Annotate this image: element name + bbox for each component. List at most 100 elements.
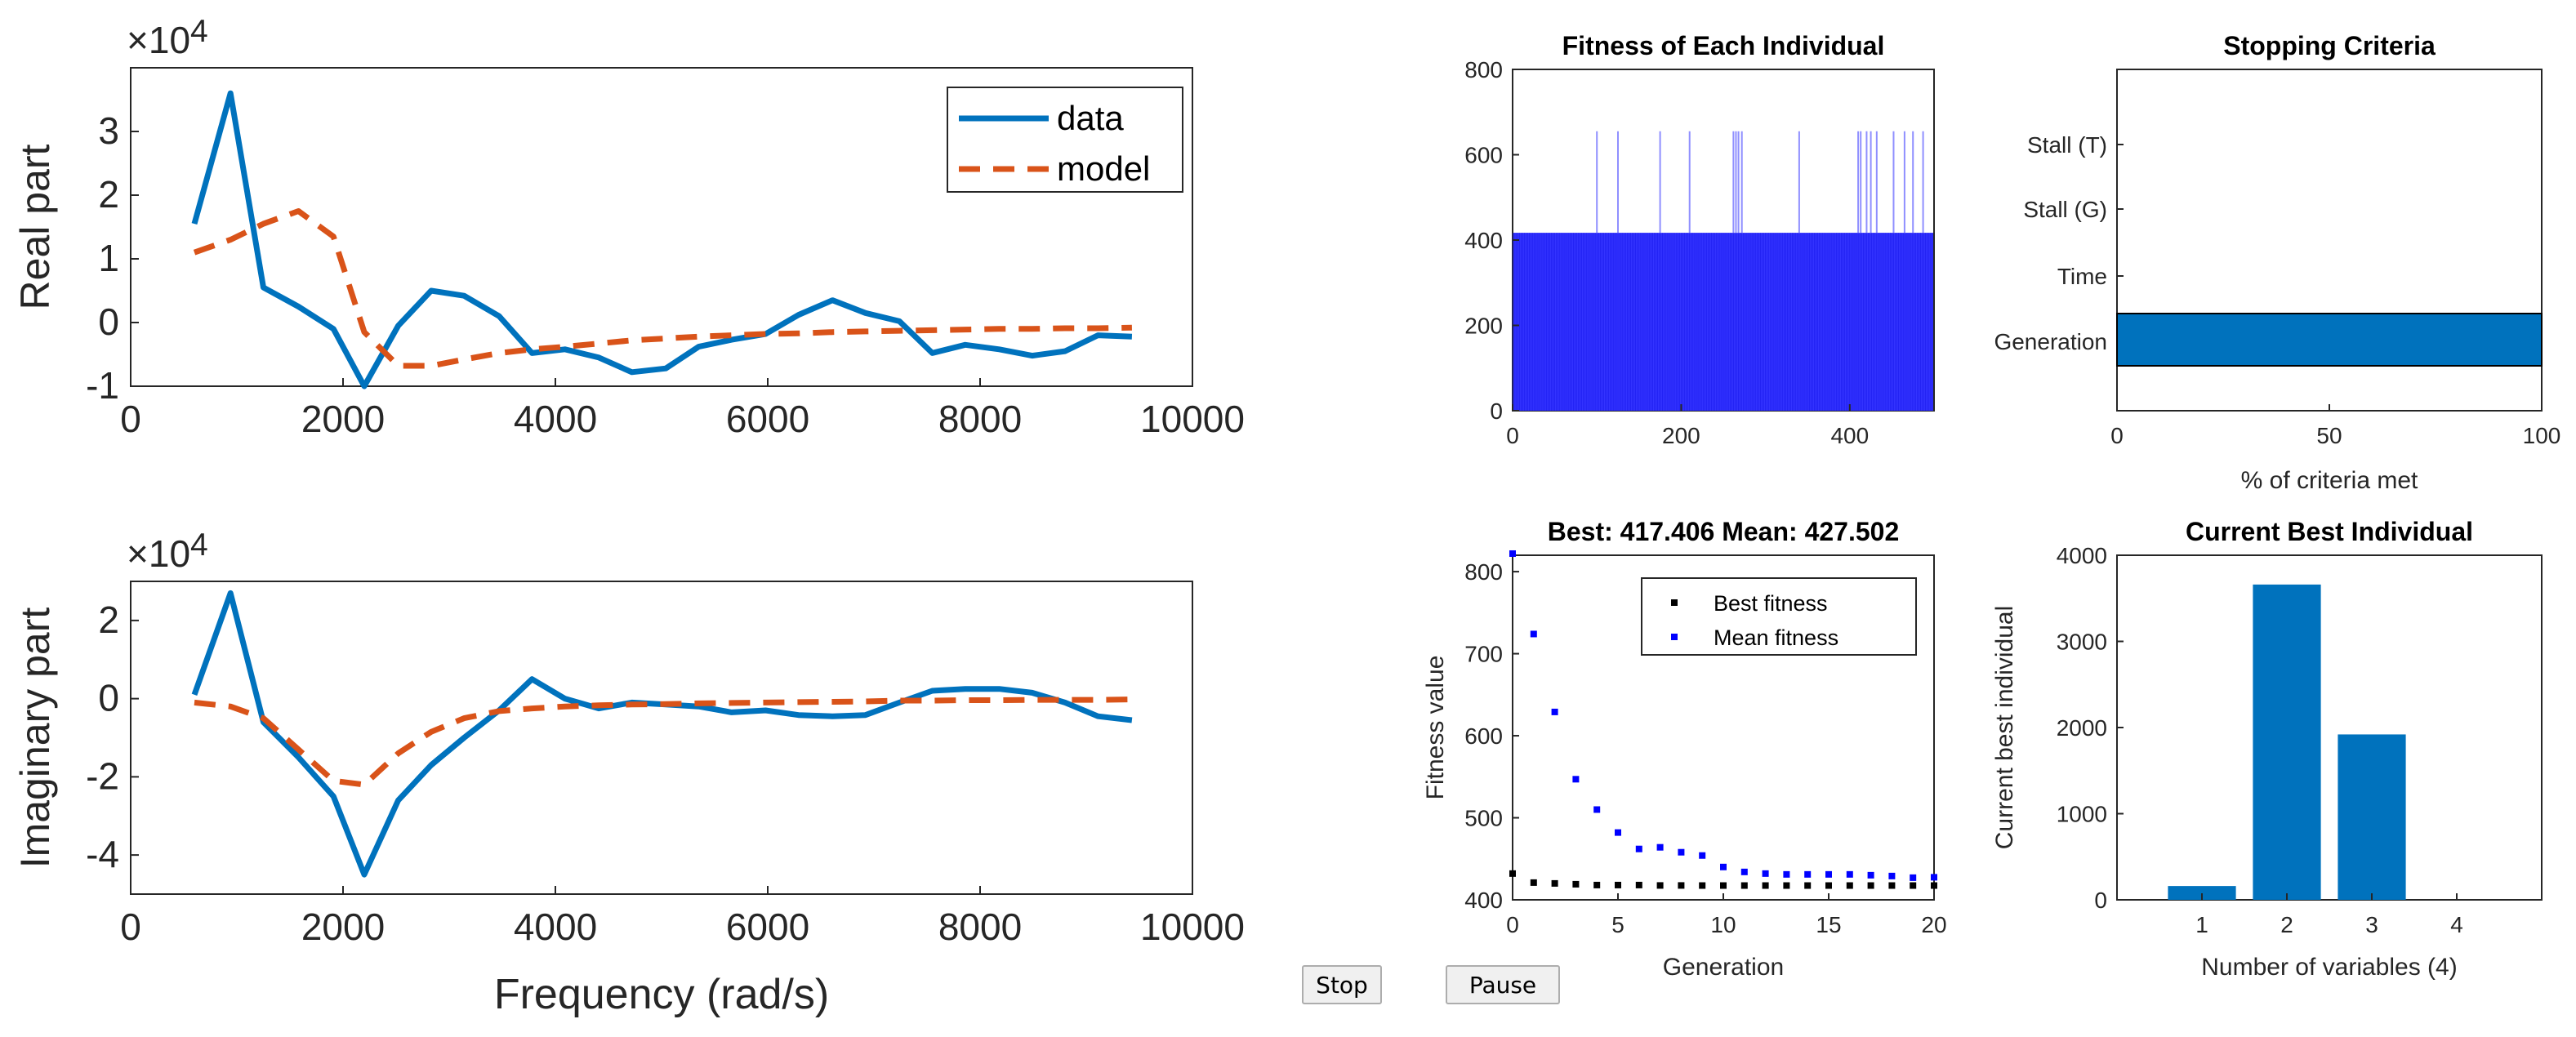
imag-axes — [130, 581, 1193, 895]
x-axis-label: Number of variables (4) — [2201, 954, 2457, 981]
x-tick-label: 5 — [1611, 912, 1624, 937]
y-tick-label: 400 — [1464, 228, 1503, 253]
mean-point — [1825, 870, 1832, 878]
legend-label: Best fitness — [1714, 591, 1828, 616]
y-tick-label: -1 — [86, 364, 119, 407]
x-tick-label: 10000 — [1140, 398, 1245, 440]
y-tick-label: 600 — [1464, 143, 1503, 168]
category-label: Stall (G) — [2023, 197, 2107, 222]
y-tick-label: 0 — [2094, 888, 2107, 913]
series-model — [193, 208, 1132, 369]
variable-bar — [2253, 584, 2321, 900]
best-point — [1931, 882, 1937, 889]
x-tick-label: 10 — [1710, 912, 1736, 937]
chart-imag: 0 2000 4000 6000 8000 10000 -4 -2 0 2×104 Imaginar… — [12, 527, 1245, 1018]
legend-marker — [1671, 634, 1678, 640]
best-point — [1530, 879, 1537, 886]
y-tick-label: 3 — [98, 109, 119, 152]
x-tick-label: 200 — [1662, 423, 1700, 448]
variable-bar — [2168, 886, 2236, 900]
best-point — [1615, 881, 1621, 888]
y-tick-label: 600 — [1464, 723, 1503, 749]
mean-point — [1593, 806, 1601, 813]
best-point — [1635, 881, 1642, 888]
y-tick-label: 0 — [1490, 398, 1503, 424]
x-tick-label: 15 — [1816, 912, 1841, 937]
x-tick-label: 6000 — [726, 906, 809, 948]
y-tick-label: 200 — [1464, 314, 1503, 339]
y-axis-label: Fitness value — [1422, 656, 1449, 800]
mean-point — [1888, 872, 1896, 879]
x-tick-label: 20 — [1921, 912, 1946, 937]
stop-button[interactable]: Stop — [1302, 965, 1382, 1004]
x-tick-label: 10000 — [1140, 906, 1245, 948]
y-tick-label: 2 — [98, 173, 119, 216]
mean-point — [1551, 708, 1558, 715]
x-tick-label: 0 — [120, 398, 141, 440]
mean-point — [1910, 874, 1917, 881]
chart-stopping: Stall (T) Stall (G) Time Generation 0 50 100 St… — [1994, 31, 2560, 494]
y-tick-label: 4000 — [2057, 543, 2107, 568]
best-point — [1740, 882, 1748, 889]
current-best-axes — [2116, 554, 2543, 901]
x-tick-label: 8000 — [938, 906, 1022, 948]
mean-point — [1720, 863, 1727, 870]
best-point — [1867, 882, 1874, 889]
best-point — [1910, 882, 1917, 889]
category-label: Generation — [1994, 329, 2107, 354]
y-tick-label: 800 — [1464, 559, 1503, 585]
best-point — [1783, 882, 1790, 889]
chart-fitness: Fitness of Each Individual 0 200 400 0 200 400… — [1464, 31, 1935, 448]
chart-title: Fitness of Each Individual — [1562, 31, 1885, 60]
best-point — [1888, 882, 1896, 889]
x-tick-label: 4 — [2450, 912, 2463, 937]
x-tick-label: 1 — [2195, 912, 2208, 937]
best-point — [1825, 882, 1832, 889]
best-point — [1678, 882, 1685, 889]
y-tick-label: 1 — [98, 237, 119, 279]
best-point — [1656, 882, 1664, 889]
mean-point — [1762, 870, 1769, 877]
legend-box — [1641, 577, 1917, 656]
axis-exponent-power: 4 — [190, 14, 208, 49]
x-tick-label: 0 — [1506, 423, 1519, 448]
y-tick-label: 800 — [1464, 57, 1503, 82]
y-axis-label: Real part — [12, 144, 58, 309]
y-tick-label: 2 — [98, 599, 119, 641]
best-point — [1720, 882, 1727, 889]
y-tick-label: 3000 — [2057, 630, 2107, 655]
legend-label-model: model — [1057, 149, 1150, 188]
category-label: Stall (T) — [2027, 132, 2107, 158]
chart-best-mean: Best: 417.406 Mean: 427.502 0 5 10 15 20 400 50… — [1422, 517, 1947, 981]
legend-label-data: data — [1057, 99, 1124, 137]
x-tick-label: 400 — [1830, 423, 1869, 448]
y-tick-label: 2000 — [2057, 715, 2107, 741]
y-axis-label: Imaginary part — [12, 608, 58, 869]
series-model — [194, 697, 1132, 788]
y-tick-label: 700 — [1464, 642, 1503, 667]
mean-point — [1740, 868, 1748, 875]
y-tick-label: 0 — [98, 300, 119, 343]
chart-title: Best: 417.406 Mean: 427.502 — [1548, 517, 1899, 546]
y-tick-label: 500 — [1464, 806, 1503, 831]
best-point — [1593, 881, 1601, 888]
pause-button[interactable]: Pause — [1446, 965, 1560, 1004]
best-point — [1762, 882, 1769, 889]
mean-point — [1678, 848, 1685, 856]
mean-point — [1931, 874, 1937, 881]
y-tick-label: 400 — [1464, 888, 1503, 913]
x-axis-label: Generation — [1663, 954, 1784, 981]
x-tick-label: 0 — [120, 906, 141, 948]
best-point — [1846, 882, 1853, 889]
mean-point — [1783, 870, 1790, 878]
chart-current-best: 1 2 3 4 0 1000 2000 3000 4000 Current Best Indivi… — [1991, 517, 2543, 981]
x-tick-label: 4000 — [514, 906, 597, 948]
best-point — [1804, 882, 1812, 889]
mean-point — [1656, 843, 1664, 851]
y-tick-label: 0 — [98, 677, 119, 719]
legend: data model — [947, 87, 1183, 193]
mean-point — [1699, 852, 1706, 859]
variable-bar — [2338, 734, 2406, 900]
x-tick-label: 50 — [2316, 423, 2342, 448]
